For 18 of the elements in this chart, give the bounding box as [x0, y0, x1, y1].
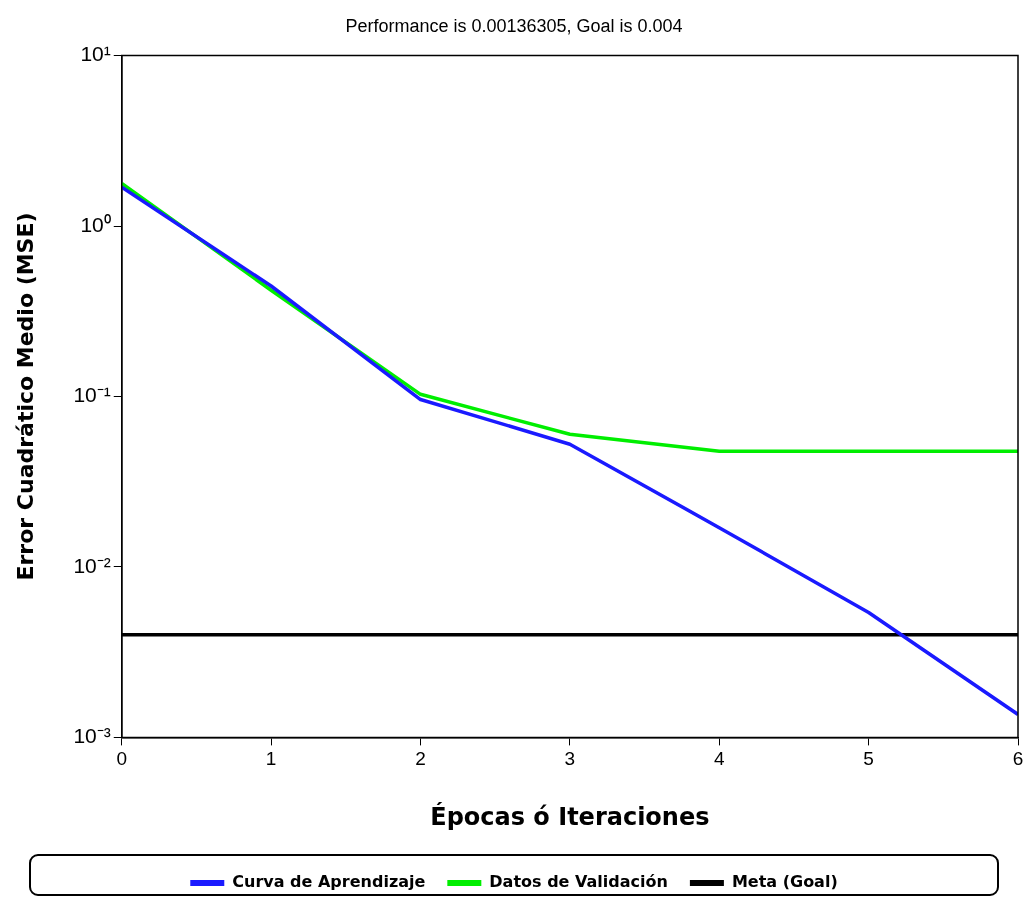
chart-title: Performance is 0.00136305, Goal is 0.004 — [345, 15, 683, 36]
y-tick-label: 10⁰ — [80, 212, 111, 236]
x-tick-label: 3 — [564, 748, 576, 770]
x-tick-label: 6 — [1012, 748, 1024, 770]
y-tick-label: 10⁻² — [73, 553, 111, 577]
legend-label: Meta (Goal) — [731, 872, 838, 892]
x-tick-label: 0 — [116, 748, 128, 770]
legend-label: Curva de Aprendizaje — [232, 872, 426, 892]
x-tick-label: 5 — [863, 748, 874, 770]
y-tick-label: 10⁻³ — [73, 724, 111, 748]
x-tick-label: 2 — [415, 748, 426, 770]
legend-label: Datos de Validación — [489, 872, 668, 892]
x-tick-label: 1 — [265, 748, 277, 770]
x-tick-label: 4 — [713, 748, 725, 770]
y-tick-label: 10¹ — [80, 42, 111, 66]
y-axis-title: Error Cuadrático Medio (MSE) — [12, 212, 38, 581]
y-tick-label: 10⁻¹ — [73, 383, 111, 407]
x-axis-title: Épocas ó Iteraciones — [430, 801, 710, 831]
